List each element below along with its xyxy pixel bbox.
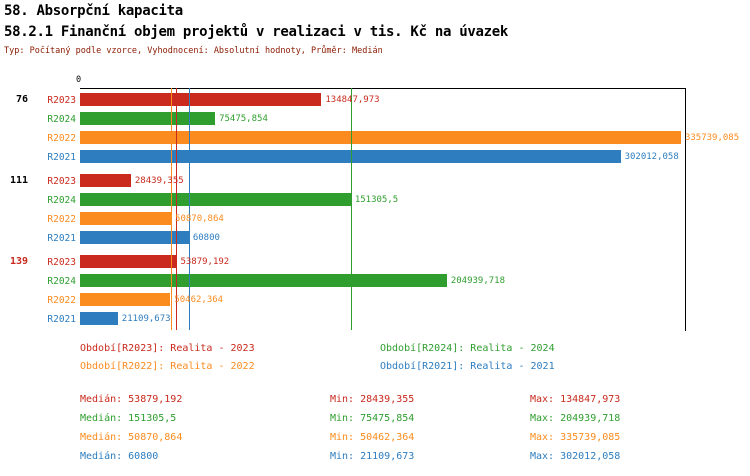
stat-median-R2022: Medián: 50870,864	[80, 432, 183, 443]
bar-value-label: 75475,854	[219, 114, 268, 124]
bar-R2021	[80, 312, 118, 325]
legend-item-R2022: Období[R2022]: Realita - 2022	[80, 361, 255, 372]
page-title: 58. Absorpční kapacita	[4, 3, 183, 19]
bar-value-label: 302012,058	[624, 152, 679, 162]
bar-R2022	[80, 212, 172, 225]
group-label: 139	[9, 256, 28, 267]
bar-R2024	[80, 193, 351, 206]
stat-median-R2021: Medián: 60800	[80, 451, 159, 462]
plot-area	[80, 88, 686, 331]
legend-item-R2021: Období[R2021]: Realita - 2021	[380, 361, 555, 372]
bar-R2024	[80, 112, 216, 125]
bar-series-label-R2021: R2021	[47, 314, 76, 325]
median-line-R2022	[171, 88, 173, 330]
bar-R2021	[80, 150, 621, 163]
group-label: 76	[15, 94, 28, 105]
bar-value-label: 335739,085	[684, 133, 740, 143]
bar-series-label-R2024: R2024	[47, 195, 76, 206]
axis-zero-label: 0	[76, 75, 82, 85]
median-line-R2021	[188, 88, 190, 330]
stat-median-R2023: Medián: 53879,192	[80, 394, 183, 405]
stat-max-R2024: Max: 204939,718	[530, 413, 621, 424]
stat-max-R2022: Max: 335739,085	[530, 432, 621, 443]
bar-R2022	[80, 131, 681, 144]
bar-series-label-R2023: R2023	[47, 176, 76, 187]
bar-value-label: 21109,673	[121, 314, 171, 324]
stat-max-R2023: Max: 134847,973	[530, 394, 621, 405]
median-line-R2023	[176, 88, 178, 330]
bar-value-label: 151305,5	[354, 195, 399, 205]
bar-series-label-R2023: R2023	[47, 257, 76, 268]
bar-value-label: 204939,718	[450, 276, 506, 286]
stat-min-R2023: Min: 28439,355	[330, 394, 415, 405]
bar-R2023	[80, 93, 322, 106]
bar-R2023	[80, 255, 177, 268]
bar-value-label: 134847,973	[325, 95, 380, 105]
bar-series-label-R2024: R2024	[47, 276, 76, 287]
bar-value-label: 50462,364	[174, 295, 224, 305]
stat-median-R2024: Medián: 151305,5	[80, 413, 177, 424]
page-subtitle: 58.2.1 Finanční objem projektů v realiza…	[4, 24, 508, 40]
bar-value-label: 50870,864	[175, 214, 224, 224]
bar-series-label-R2022: R2022	[47, 295, 76, 306]
chart-meta-line: Typ: Počítaný podle vzorce, Vyhodnocení:…	[4, 46, 383, 56]
legend-item-R2024: Období[R2024]: Realita - 2024	[380, 343, 555, 354]
bar-value-label: 60800	[192, 233, 220, 243]
stat-min-R2022: Min: 50462,364	[330, 432, 415, 443]
median-line-R2024	[350, 88, 352, 330]
group-label: 111	[9, 175, 28, 186]
bar-R2021	[80, 231, 189, 244]
bar-series-label-R2021: R2021	[47, 152, 76, 163]
bar-R2024	[80, 274, 447, 287]
legend-item-R2023: Období[R2023]: Realita - 2023	[80, 343, 255, 354]
bar-R2023	[80, 174, 131, 187]
bar-value-label: 28439,355	[134, 176, 184, 186]
stat-max-R2021: Max: 302012,058	[530, 451, 621, 462]
stat-min-R2024: Min: 75475,854	[330, 413, 415, 424]
bar-value-label: 53879,192	[180, 257, 230, 267]
stat-min-R2021: Min: 21109,673	[330, 451, 415, 462]
bar-series-label-R2023: R2023	[47, 95, 76, 106]
bar-series-label-R2024: R2024	[47, 114, 76, 125]
bar-series-label-R2021: R2021	[47, 233, 76, 244]
bar-series-label-R2022: R2022	[47, 133, 76, 144]
bar-series-label-R2022: R2022	[47, 214, 76, 225]
bar-R2022	[80, 293, 171, 306]
